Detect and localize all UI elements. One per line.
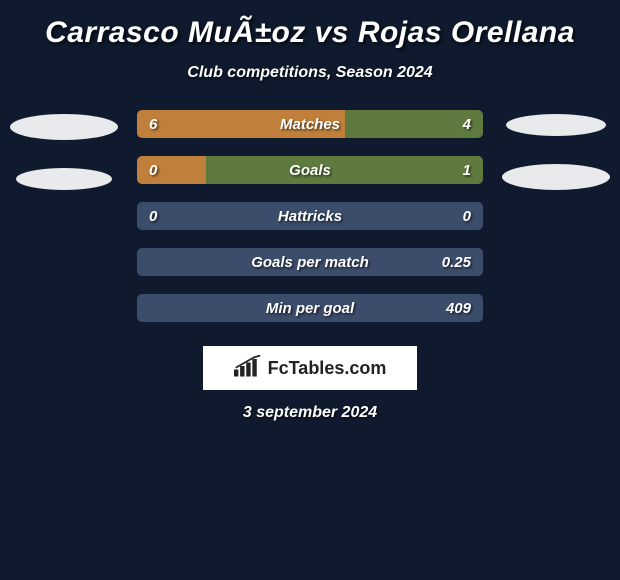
comparison-card: Carrasco MuÃ±oz vs Rojas Orellana Club c… (0, 0, 620, 422)
stat-value-right: 0 (463, 208, 471, 225)
comparison-body: 64Matches01Goals00Hattricks0.25Goals per… (0, 110, 620, 322)
stat-value-left: 0 (149, 162, 157, 179)
stat-value-right: 409 (446, 300, 471, 317)
stat-value-left: 6 (149, 116, 157, 133)
stat-row: 409Min per goal (137, 294, 483, 322)
stat-value-right: 1 (463, 162, 471, 179)
avatar-shadow (506, 114, 606, 136)
stat-bars: 64Matches01Goals00Hattricks0.25Goals per… (137, 110, 483, 322)
bar-chart-icon (234, 355, 262, 382)
subtitle: Club competitions, Season 2024 (0, 64, 620, 82)
page-title: Carrasco MuÃ±oz vs Rojas Orellana (0, 16, 620, 50)
stat-value-right: 4 (463, 116, 471, 133)
stat-row: 64Matches (137, 110, 483, 138)
logo-text: FcTables.com (268, 358, 387, 379)
avatar-shadow (502, 164, 610, 190)
stat-row: 01Goals (137, 156, 483, 184)
avatar-shadow (16, 168, 112, 190)
footer-date: 3 september 2024 (0, 404, 620, 422)
stat-value-left: 0 (149, 208, 157, 225)
avatar-shadow (10, 114, 118, 140)
stat-row: 0.25Goals per match (137, 248, 483, 276)
stat-value-right: 0.25 (442, 254, 471, 271)
player-left-avatar-col (9, 110, 119, 190)
stat-row: 00Hattricks (137, 202, 483, 230)
player-right-avatar-col (501, 110, 611, 190)
logo[interactable]: FcTables.com (203, 346, 417, 390)
